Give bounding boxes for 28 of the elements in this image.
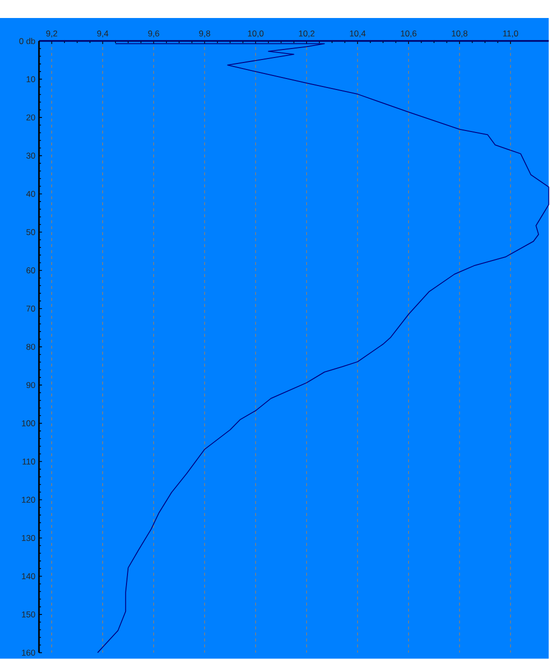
y-tick-label: 40 (26, 190, 36, 197)
y-tick-label: 120 (22, 496, 36, 503)
y-tick-label: 110 (22, 458, 36, 465)
line-series (97, 43, 550, 654)
y-tick-label: 60 (26, 267, 36, 274)
y-tick-label: 130 (22, 535, 36, 541)
y-tick-label: 80 (26, 344, 36, 350)
y-tick-label: 140 (22, 573, 36, 580)
x-tick-label: 10,4 (350, 30, 366, 38)
y-tick-label: 10 (26, 76, 36, 82)
x-tick-label: 10,2 (299, 30, 315, 38)
y-tick-label: 30 (26, 152, 36, 159)
y-tick-label: 100 (22, 420, 36, 426)
x-tick-label: 9,8 (199, 30, 210, 38)
y-tick-label: 70 (26, 306, 36, 312)
y-tick-label: 0 db (20, 38, 36, 44)
y-tick-label: 150 (22, 611, 36, 618)
y-tick-label: 90 (26, 382, 36, 388)
x-tick-label: 10,0 (248, 30, 264, 38)
x-tick-label: 11,0 (503, 30, 518, 38)
x-tick-label: 10,6 (401, 30, 417, 38)
y-tick-label: 20 (26, 114, 36, 120)
y-tick-label: 50 (26, 229, 36, 236)
x-tick-label: 10,8 (452, 30, 468, 38)
x-tick-label: 9,2 (46, 30, 58, 38)
y-tick-label: 160 (22, 650, 36, 656)
x-tick-label: 9,6 (148, 30, 160, 38)
x-tick-label: 9,4 (97, 30, 109, 38)
